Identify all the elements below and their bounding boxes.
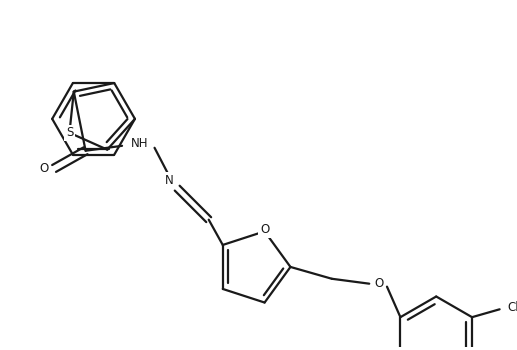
Text: Cl: Cl <box>508 301 517 314</box>
Text: O: O <box>260 223 269 236</box>
Text: S: S <box>66 126 73 139</box>
Text: N: N <box>165 174 174 187</box>
Text: O: O <box>40 162 49 175</box>
Text: O: O <box>374 277 384 290</box>
Text: NH: NH <box>131 137 148 150</box>
